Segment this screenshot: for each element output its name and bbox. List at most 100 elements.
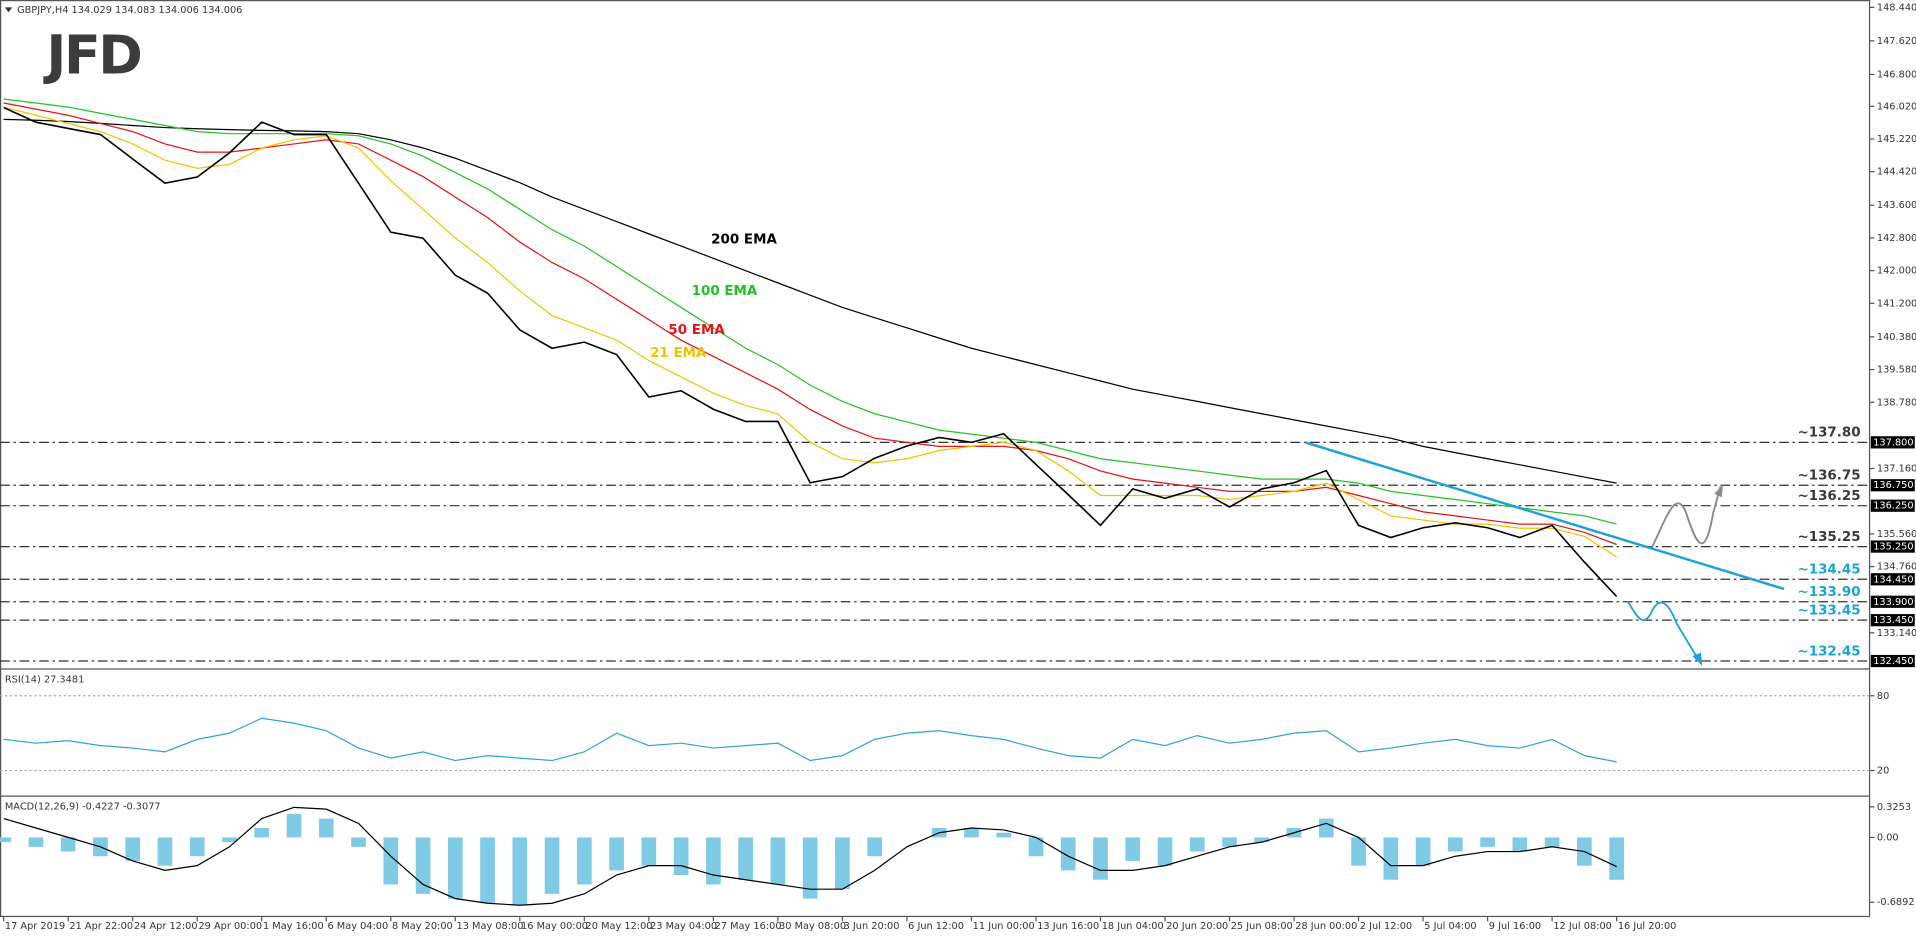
y-tick-label: 141.200 [1877,298,1916,309]
y-tick-label: 138.780 [1877,397,1916,408]
level-box-label: 134.450 [1873,574,1913,585]
x-tick-label: 13 Jun 16:00 [1037,921,1099,932]
histogram-bar [1609,837,1624,880]
x-tick-label: 18 Jun 04:00 [1102,921,1164,932]
histogram-bar [60,837,76,852]
histogram-bar [254,828,270,838]
rsi-title: RSI(14) 27.3481 [5,674,84,685]
level-label: ~133.45 [1797,603,1860,618]
level-box [1870,614,1915,627]
level-label: ~137.80 [1797,426,1860,441]
histogram-bar [1254,837,1270,843]
x-tick-label: 25 Jun 08:00 [1231,921,1293,932]
y-tick-label: 133.140 [1877,628,1916,639]
histogram-bar [609,837,624,871]
level-box [1870,436,1915,449]
histogram-bar [318,818,334,838]
x-tick-label: 6 May 04:00 [327,921,388,932]
histogram-bar [1028,837,1044,857]
series-label: 50 EMA [668,323,725,338]
ema-line [3,106,1617,558]
histogram-bar [1318,818,1334,838]
y-tick-label: 80 [1877,691,1889,702]
y-tick-label: 0.3253 [1877,802,1911,813]
x-tick-label: 6 Jun 12:00 [908,921,964,932]
x-tick-label: 27 May 16:00 [715,921,782,932]
level-label: ~133.90 [1797,585,1860,600]
level-box-label: 137.800 [1873,437,1913,448]
scenario-up [1651,486,1722,548]
level-label: ~134.45 [1797,563,1860,578]
y-tick-label: 135.560 [1877,529,1916,540]
level-label: ~132.45 [1797,644,1860,659]
histogram-bar [835,837,850,890]
x-tick-label: 23 May 04:00 [650,921,717,932]
level-box [1870,479,1915,492]
histogram-bar [1093,837,1108,880]
x-tick-label: 11 Jun 00:00 [973,921,1035,932]
x-tick-label: 3 Jun 20:00 [844,921,900,932]
series-label: 200 EMA [711,232,777,247]
histogram-bar [738,837,753,880]
ema-line [3,118,1617,484]
y-tick-label: 145.220 [1877,134,1916,145]
x-tick-label: 13 May 08:00 [457,921,524,932]
y-tick-label: 144.420 [1877,167,1916,178]
ema-line [3,98,1617,525]
histogram-bar [1189,837,1205,852]
level-box [1870,499,1915,512]
level-box-label: 133.900 [1873,597,1913,608]
histogram-bar [964,828,979,838]
chart-title: GBPJPY,H4 134.029 134.083 134.006 134.00… [17,5,242,16]
x-tick-label: 20 May 12:00 [586,921,653,932]
x-tick-label: 1 May 16:00 [263,921,324,932]
histogram-bar [1415,837,1431,866]
x-tick-label: 30 May 08:00 [779,921,846,932]
histogram-bar [1125,837,1141,861]
y-tick-label: 142.800 [1877,233,1916,244]
series-label: 21 EMA [650,346,707,361]
level-label: ~136.25 [1797,489,1860,504]
histogram-bar [28,837,44,847]
histogram-bar [996,832,1012,838]
histogram-bar [512,837,528,906]
y-tick-label: 148.440 [1877,2,1916,13]
y-tick-label: 0.00 [1877,832,1899,843]
histogram-bar [641,837,657,866]
histogram-bar [286,813,302,838]
x-tick-label: 28 Jun 00:00 [1295,921,1357,932]
level-label: ~136.75 [1797,468,1860,483]
histogram-bar [1351,837,1366,866]
histogram-bar [0,837,12,843]
histogram-bar [1447,837,1463,852]
y-tick-label: 140.380 [1877,332,1916,343]
y-tick-label: 143.600 [1877,200,1916,211]
x-tick-label: 8 May 20:00 [392,921,453,932]
level-box [1870,595,1915,608]
histogram-bar [544,837,560,894]
histogram-bar [415,837,431,894]
histogram-bar [383,837,399,885]
histogram-bar [447,837,463,899]
histogram-bar [1480,837,1495,847]
x-tick-label: 9 Jul 16:00 [1489,921,1541,932]
x-tick-label: 21 Apr 22:00 [69,921,133,932]
signal-line [3,806,1617,906]
x-tick-label: 29 Apr 00:00 [198,921,262,932]
histogram-bar [673,837,689,876]
histogram-bar [222,837,237,843]
price-line [3,106,1618,597]
y-tick-label: 20 [1877,766,1889,777]
scenario-down [1626,600,1700,661]
level-box-label: 136.750 [1873,480,1913,491]
x-tick-label: 16 Jul 20:00 [1618,921,1677,932]
x-tick-label: 24 Apr 12:00 [134,921,198,932]
level-box-label: 135.250 [1873,542,1913,553]
histogram-bar [480,837,495,904]
plot-frame [0,0,1871,918]
series-label: 100 EMA [692,284,758,299]
level-box [1870,573,1915,586]
x-tick-label: 17 Apr 2019 [5,921,65,932]
